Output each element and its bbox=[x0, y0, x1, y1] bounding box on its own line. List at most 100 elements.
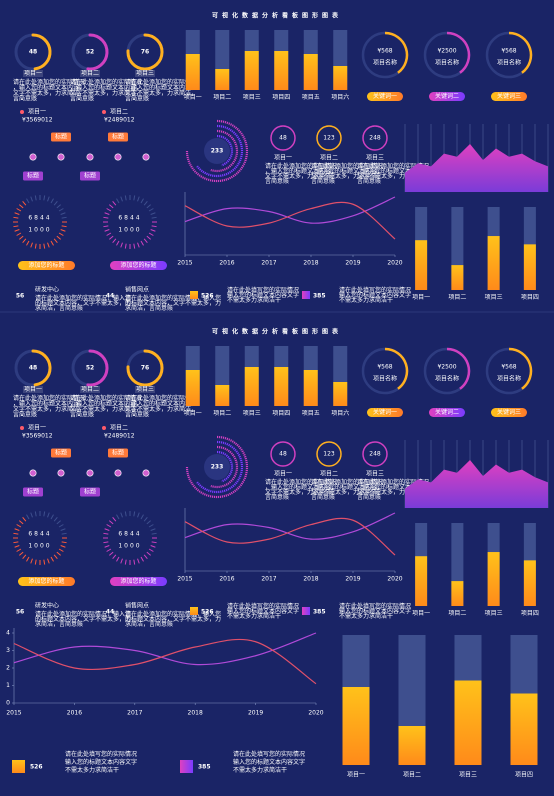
x-tick-label: 项目三 bbox=[485, 294, 503, 301]
gauge-tick bbox=[47, 196, 50, 202]
bar bbox=[303, 370, 318, 406]
gauge-tick bbox=[43, 559, 46, 565]
item-label: 项目一 bbox=[28, 109, 46, 116]
gauge-tick bbox=[43, 511, 46, 517]
gauge-tick bbox=[13, 216, 19, 219]
gauge-tick bbox=[120, 512, 123, 518]
gauge-tick bbox=[16, 524, 22, 528]
y-tick-label: 0 bbox=[6, 700, 10, 707]
circle-label: 项目三 bbox=[366, 471, 384, 478]
bar bbox=[215, 69, 230, 90]
gauge-tick bbox=[108, 551, 114, 556]
gauge-tick bbox=[103, 541, 109, 544]
gauge-tick bbox=[16, 548, 22, 552]
gauge-tick bbox=[60, 545, 66, 548]
x-tick-label: 项目三 bbox=[485, 610, 503, 617]
price-label: 项目名称 bbox=[497, 375, 521, 383]
button bbox=[18, 577, 75, 586]
stat-label: 销售网点 bbox=[125, 602, 149, 610]
gauge-tick bbox=[16, 232, 22, 236]
timeline-dot bbox=[57, 153, 65, 161]
gauge-tick bbox=[124, 243, 127, 249]
price-ring bbox=[446, 31, 471, 74]
concentric-ring bbox=[210, 445, 239, 489]
bar bbox=[274, 51, 289, 90]
timeline-dot bbox=[142, 469, 150, 477]
gauge-tick bbox=[133, 195, 136, 201]
stat-square bbox=[190, 607, 198, 615]
keyword-label: 关键词二 bbox=[435, 92, 459, 100]
button bbox=[110, 577, 167, 586]
gauge-tick bbox=[34, 243, 37, 249]
stat-label: 研发中心 bbox=[35, 286, 59, 294]
gauge-tick bbox=[18, 551, 24, 556]
x-tick-label: 2016 bbox=[219, 260, 234, 267]
price-ring bbox=[384, 31, 409, 74]
description: 请在此处填写您的实际情况输入您的标题文本内容文字不需太多力求简洁干 bbox=[227, 602, 299, 620]
bar bbox=[415, 556, 428, 606]
description: 请在此处添加您的实际情况，输入您的标题文本内容，文字不需太多，力求简洁，言简意赅 bbox=[125, 610, 221, 628]
title: 可视化数据分析看板图形图表 bbox=[212, 12, 342, 20]
gauge-tick bbox=[140, 240, 144, 246]
x-tick-label: 2018 bbox=[303, 260, 318, 267]
gauge-tick bbox=[104, 212, 110, 215]
x-tick-label: 2017 bbox=[127, 710, 142, 717]
gauge-tick bbox=[34, 511, 37, 517]
gauge-tick bbox=[13, 541, 19, 544]
circle-value: 123 bbox=[323, 451, 335, 458]
gauge-tick bbox=[146, 204, 152, 209]
price-value: ¥2500 bbox=[437, 48, 456, 55]
x-tick-label: 项目二 bbox=[448, 610, 466, 617]
gauge-tick bbox=[151, 532, 157, 535]
x-tick-label: 项目二 bbox=[213, 94, 231, 101]
description: 请在此处添加您的实际情况，输入您的标题文本内容，文字不需太多，力求简洁，言简意赅 bbox=[311, 478, 383, 501]
item-value: ¥3569012 bbox=[22, 117, 53, 124]
price-label: 项目名称 bbox=[373, 59, 397, 67]
bar bbox=[342, 687, 370, 765]
ring-label: 项目三 bbox=[136, 386, 154, 393]
description: 请在此处添加您的实际情况，输入您的标题文本内容，文字不需太多，力求简洁，言简意赅 bbox=[125, 394, 197, 419]
x-tick-label: 项目四 bbox=[272, 94, 290, 101]
gauge-tick bbox=[108, 204, 114, 209]
item-dot bbox=[20, 110, 24, 114]
gauge-tick bbox=[53, 200, 58, 206]
timeline-label: 标题 bbox=[55, 449, 67, 457]
gauge-tick bbox=[43, 243, 46, 249]
x-tick-label: 2016 bbox=[219, 576, 234, 583]
gauge-tick bbox=[58, 548, 64, 552]
bar bbox=[451, 581, 464, 606]
gauge-tick bbox=[120, 196, 123, 202]
gauge-tick bbox=[50, 240, 54, 246]
stat-square bbox=[12, 760, 25, 773]
description: 请在此处填写您的实际情况输入您的标题文本内容文字不需太多力求简洁干 bbox=[227, 286, 299, 304]
keyword-button bbox=[367, 92, 403, 101]
gauge-tick bbox=[18, 235, 24, 240]
x-tick-label: 项目四 bbox=[521, 610, 539, 617]
gauge-tick bbox=[104, 528, 110, 531]
button-label: 添加您的标题 bbox=[120, 261, 156, 269]
bar bbox=[244, 51, 259, 90]
gauge-tick bbox=[112, 554, 117, 560]
button-label: 添加您的标题 bbox=[120, 577, 156, 585]
description: 请在此处填写您的实际情况输入您的标题文本内容文字不需太多力求简洁干 bbox=[339, 602, 411, 620]
bar bbox=[523, 244, 536, 290]
ring bbox=[86, 33, 109, 71]
x-tick-label: 2020 bbox=[387, 576, 402, 583]
description: 请在此处填写您的实际情况输入您的标题文本内容文字不需太多力求简洁干 bbox=[233, 750, 305, 774]
gauge-tick bbox=[103, 225, 109, 228]
gauge-tick bbox=[14, 545, 20, 548]
gauge-tick bbox=[61, 532, 67, 535]
item-label: 项目一 bbox=[28, 425, 46, 432]
gauge-tick bbox=[143, 516, 148, 522]
gauge-tick bbox=[34, 559, 37, 565]
gauge-tick bbox=[133, 559, 136, 565]
timeline-label-bg bbox=[51, 448, 71, 458]
price-label: 项目名称 bbox=[435, 59, 459, 67]
stat-value: 385 bbox=[313, 609, 326, 616]
x-tick-label: 项目五 bbox=[302, 410, 320, 417]
item-dot bbox=[102, 110, 106, 114]
gauge-value: 6844 bbox=[118, 531, 141, 538]
x-tick-label: 项目五 bbox=[302, 94, 320, 101]
gauge-tick bbox=[146, 520, 152, 525]
